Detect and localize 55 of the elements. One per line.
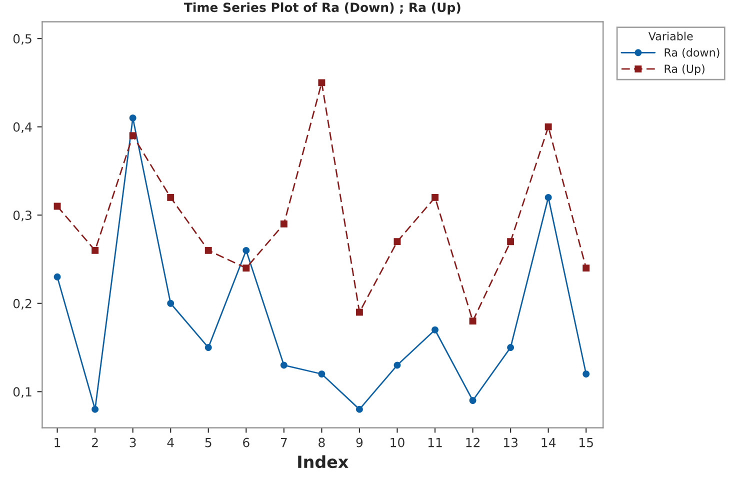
y-tick-label: 0,2 <box>13 298 32 310</box>
x-axis-title: Index <box>298 455 348 468</box>
y-tick-label: 0,3 <box>13 210 32 222</box>
point <box>242 264 250 272</box>
legend-title: Variable <box>648 32 693 40</box>
point <box>507 344 514 351</box>
x-tick-label: 4 <box>167 438 174 448</box>
point <box>356 406 363 413</box>
x-tick-label: 9 <box>356 438 363 448</box>
legend-label: Ra (Up) <box>664 64 704 76</box>
point <box>92 406 99 413</box>
point <box>544 194 552 201</box>
point <box>394 362 401 369</box>
point <box>318 370 326 378</box>
chart-title: Time Series Plot of Ra (Down) ; Ra (Up) <box>184 2 460 15</box>
x-tick-label: 8 <box>318 438 325 448</box>
x-tick-label: 7 <box>280 438 287 448</box>
x-tick-label: 3 <box>130 438 136 448</box>
x-tick-label: 11 <box>428 438 442 448</box>
point <box>129 114 136 122</box>
point <box>432 326 438 334</box>
x-tick-label: 1 <box>54 438 60 448</box>
y-tick-label: 0,4 <box>13 122 32 134</box>
x-tick-label: 13 <box>504 438 518 448</box>
x-tick-label: 15 <box>580 438 593 448</box>
point <box>356 308 363 316</box>
point <box>507 238 514 246</box>
y-tick-label: 0,5 <box>13 34 32 45</box>
point <box>280 362 288 369</box>
y-tick-label: 0,1 <box>13 387 32 398</box>
point <box>167 194 174 201</box>
x-tick-label: 5 <box>205 438 212 448</box>
point <box>432 194 438 201</box>
point <box>167 300 174 307</box>
point <box>204 344 212 351</box>
point <box>92 246 99 254</box>
x-tick-label: 12 <box>466 438 480 448</box>
x-tick-label: 14 <box>542 438 556 448</box>
point <box>242 246 250 254</box>
point <box>582 264 590 272</box>
point <box>54 202 61 210</box>
point <box>394 238 401 246</box>
x-tick-label: 6 <box>243 438 250 448</box>
point <box>544 123 552 130</box>
point <box>280 220 288 228</box>
x-tick-label: 2 <box>92 438 98 448</box>
legend-label: Ra (down) <box>664 48 720 58</box>
x-tick-label: 10 <box>390 438 404 448</box>
point <box>318 79 326 86</box>
point <box>469 318 476 325</box>
point <box>129 132 136 140</box>
point <box>582 370 590 378</box>
point <box>54 273 61 280</box>
point <box>469 397 476 404</box>
point <box>204 246 212 254</box>
